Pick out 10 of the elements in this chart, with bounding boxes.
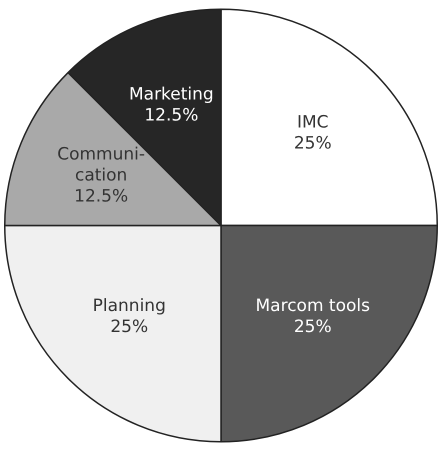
data-label: 12.5% (144, 106, 198, 126)
slice-label: Marketing (128, 84, 214, 105)
slice-label: Communi- cation (57, 144, 146, 186)
data-label: 25% (294, 317, 332, 338)
data-label: 12.5% (74, 186, 128, 206)
data-label: 25% (110, 317, 148, 338)
slice-label: IMC (296, 112, 329, 133)
data-label: 25% (294, 134, 332, 154)
slice-label: Planning (92, 296, 166, 316)
slice-label: Marcom tools (256, 296, 370, 316)
